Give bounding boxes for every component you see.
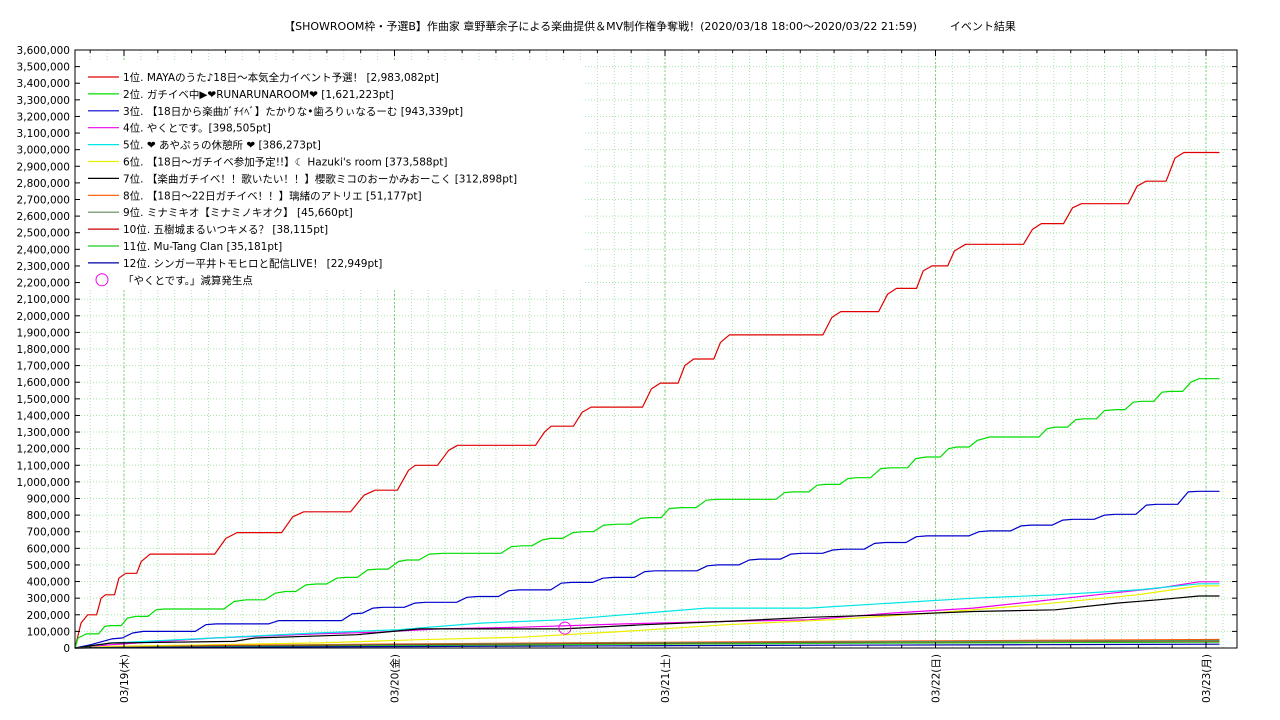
series-line-2 bbox=[74, 378, 1220, 649]
series-line-12 bbox=[74, 643, 1220, 649]
chart-title: 【SHOWROOM枠・予選B】作曲家 章野華余子による楽曲提供＆MV制作権争奪戦… bbox=[284, 19, 1016, 33]
y-tick-label: 0 bbox=[63, 643, 70, 655]
y-tick-label: 3,300,000 bbox=[17, 95, 70, 107]
y-tick-label: 1,200,000 bbox=[17, 444, 70, 456]
y-tick-label: 200,000 bbox=[27, 610, 70, 622]
series-line-6 bbox=[74, 585, 1220, 649]
y-tick-label: 100,000 bbox=[27, 626, 70, 638]
series-line-3 bbox=[74, 490, 1220, 649]
x-tick-label: 03/19(木) bbox=[119, 654, 131, 703]
y-tick-label: 2,600,000 bbox=[17, 211, 70, 223]
y-tick-label: 1,700,000 bbox=[17, 361, 70, 373]
legend-entry: 9位. ミナミキオ【ミナミノキオク】 [45,660pt] bbox=[123, 206, 353, 219]
legend-annotation-marker bbox=[95, 273, 109, 287]
y-tick-label: 3,200,000 bbox=[17, 111, 70, 123]
y-tick-label: 3,400,000 bbox=[17, 78, 70, 90]
y-tick-label: 3,600,000 bbox=[17, 45, 70, 57]
x-tick-label: 03/22(日) bbox=[931, 654, 943, 703]
y-tick-label: 1,300,000 bbox=[17, 427, 70, 439]
y-tick-label: 2,800,000 bbox=[17, 178, 70, 190]
legend-layer: 1位. MAYAのうた♪18日〜本気全力イベント予選！ [2,983,082pt… bbox=[80, 62, 585, 290]
y-tick-label: 2,100,000 bbox=[17, 294, 70, 306]
x-tick-label: 03/21(土) bbox=[659, 654, 672, 703]
legend-entry: 8位. 【18日〜22日ガチイベ！！】璃緒のアトリエ [51,177pt] bbox=[123, 189, 422, 202]
series-line-7 bbox=[74, 595, 1220, 649]
legend-entry: 3位. 【18日から楽曲ｶﾞﾁｲﾍﾞ】たかりな•歯ろりぃなるーむ [943,33… bbox=[123, 105, 463, 118]
y-tick-label: 3,500,000 bbox=[17, 62, 70, 74]
y-tick-label: 800,000 bbox=[27, 510, 70, 522]
y-tick-label: 500,000 bbox=[27, 560, 70, 572]
annotation-layer bbox=[558, 621, 572, 635]
y-tick-label: 1,000,000 bbox=[17, 477, 70, 489]
y-tick-label: 2,400,000 bbox=[17, 244, 70, 256]
y-tick-label: 2,200,000 bbox=[17, 278, 70, 290]
axes-layer: 0 100,000 200,000 300,000 400,000 500,000 600,… bbox=[17, 45, 1238, 703]
y-tick-label: 1,100,000 bbox=[17, 460, 70, 472]
legend-entry: 7位. 【楽曲ガチイベ！！歌いたい！！】櫻歌ミコのおーかみおーこく [312,8… bbox=[123, 172, 517, 185]
y-tick-label: 1,500,000 bbox=[17, 394, 70, 406]
series-layer bbox=[74, 151, 1220, 649]
x-tick-label: 03/20(金) bbox=[389, 654, 402, 703]
y-tick-label: 2,000,000 bbox=[17, 311, 70, 323]
legend-entry: 2位. ガチイベ中▶︎❤RUNARUNAROOM❤ [1,621,223pt] bbox=[123, 88, 394, 101]
legend-annotation-entry: 「やくとです。」減算発生点 bbox=[123, 274, 253, 287]
legend-entry: 5位. ❤ あやぷぅの休憩所 ❤ [386,273pt] bbox=[123, 139, 321, 152]
x-tick-label: 03/23(月) bbox=[1201, 654, 1213, 703]
y-tick-label: 400,000 bbox=[27, 577, 70, 589]
y-tick-label: 2,500,000 bbox=[17, 228, 70, 240]
y-tick-label: 1,800,000 bbox=[17, 344, 70, 356]
y-tick-label: 1,400,000 bbox=[17, 410, 70, 422]
series-line-1 bbox=[74, 151, 1220, 649]
legend-entry: 1位. MAYAのうた♪18日〜本気全力イベント予選！ [2,983,082pt… bbox=[123, 71, 439, 84]
y-tick-label: 1,600,000 bbox=[17, 377, 70, 389]
y-tick-label: 2,900,000 bbox=[17, 161, 70, 173]
y-tick-label: 2,300,000 bbox=[17, 261, 70, 273]
y-tick-label: 1,900,000 bbox=[17, 327, 70, 339]
legend-entry: 12位. シンガー平井トモヒロと配信LIVE！ [22,949pt] bbox=[123, 257, 382, 270]
annotation-marker bbox=[558, 621, 572, 635]
legend-entry: 6位. 【18日〜ガチイベ参加予定!!】☾ Hazuki's room [373… bbox=[123, 156, 447, 169]
legend-entry: 10位. 五樹城まるいつキメる？ [38,115pt] bbox=[123, 223, 328, 236]
y-tick-label: 3,100,000 bbox=[17, 128, 70, 140]
y-tick-label: 900,000 bbox=[27, 494, 70, 506]
series-line-5 bbox=[74, 583, 1220, 649]
y-tick-label: 2,700,000 bbox=[17, 195, 70, 207]
legend-entry: 11位. Mu-Tang Clan [35,181pt] bbox=[123, 240, 282, 253]
y-tick-label: 3,000,000 bbox=[17, 145, 70, 157]
legend-box bbox=[80, 62, 585, 290]
legend-entry: 4位. やくとです。[398,505pt] bbox=[123, 122, 271, 135]
y-tick-label: 300,000 bbox=[27, 593, 70, 605]
y-tick-label: 600,000 bbox=[27, 543, 70, 555]
y-tick-label: 700,000 bbox=[27, 527, 70, 539]
